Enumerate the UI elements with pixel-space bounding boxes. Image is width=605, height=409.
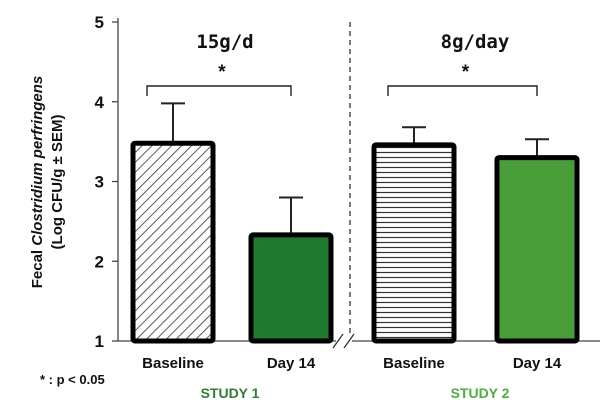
y-tick-label: 5	[95, 13, 104, 32]
bar	[130, 140, 216, 344]
y-axis-title-part1: Fecal	[29, 246, 46, 289]
labels: Baseline Day 14 15g/d * STUDY 1 Baseline Day 1…	[142, 31, 562, 401]
y-axis-title-part2: Clostridium perfringens	[29, 76, 46, 246]
y-tick-label: 4	[95, 93, 105, 112]
dose-label: 8g/day	[441, 31, 510, 53]
axis-break-mark	[343, 333, 355, 349]
bar	[248, 232, 334, 344]
category-label: Baseline	[142, 355, 204, 372]
y-tick-label: 3	[95, 173, 104, 192]
significance-bracket	[387, 85, 538, 96]
study-label: STUDY 2	[451, 385, 510, 401]
significance-marker: *	[218, 62, 226, 83]
significance-footnote: * : p < 0.05	[40, 372, 105, 387]
study-label: STUDY 1	[201, 385, 260, 401]
bars	[130, 102, 580, 344]
dose-label: 15g/d	[196, 31, 253, 53]
svg-text:Fecal Clostridium perfringens: Fecal Clostridium perfringens	[29, 76, 46, 289]
bar	[371, 142, 457, 344]
significance-bracket	[146, 85, 292, 96]
y-axis-title-units: (Log CFU/g ± SEM)	[49, 115, 66, 250]
bar	[494, 155, 580, 344]
y-tick-label: 2	[95, 252, 104, 271]
significance-marker: *	[462, 62, 470, 83]
y-tick-label: 1	[95, 332, 104, 351]
axis-break-mark	[332, 333, 344, 349]
y-axis-title: Fecal Clostridium perfringens (Log CFU/g…	[29, 76, 66, 289]
category-label: Baseline	[383, 355, 445, 372]
category-label: Day 14	[267, 355, 316, 372]
category-label: Day 14	[513, 355, 562, 372]
